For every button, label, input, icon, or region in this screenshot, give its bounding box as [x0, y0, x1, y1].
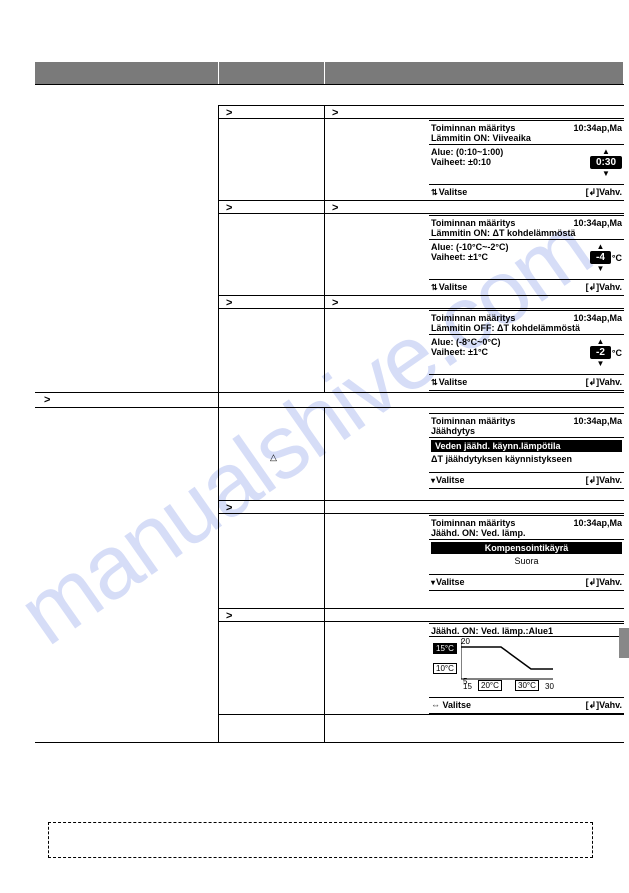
footer-confirm[interactable]: [↲]Vahv.: [586, 377, 622, 388]
panel-line: Vaiheet: ±1°C: [431, 252, 508, 262]
panel-selected[interactable]: Veden jäähd. käynn.lämpötila: [431, 440, 622, 452]
chevron-icon: >: [226, 610, 232, 622]
unit: °C: [612, 253, 622, 263]
note-box: [48, 822, 593, 858]
chevron-icon: >: [332, 297, 338, 309]
panel-line: Alue: (-10°C~-2°C): [431, 242, 508, 252]
panel-title: Toiminnan määritys: [431, 416, 515, 426]
chart-svg: [461, 639, 556, 685]
footer-select[interactable]: Valitse: [439, 282, 468, 292]
lcd-panel: Toiminnan määritys 10:34ap,Ma Lämmitin ON…: [429, 215, 624, 296]
panel-time: 10:34ap,Ma: [573, 416, 622, 426]
panel-line: Alue: (0:10~1:00): [431, 147, 503, 157]
panel-title: Toiminnan määritys: [431, 123, 515, 133]
chart-xlabel: 30: [545, 682, 554, 691]
chart-ybox[interactable]: 10°C: [433, 663, 457, 674]
footer-select[interactable]: Valitse: [439, 377, 468, 387]
chart-xlabel: 15: [463, 682, 472, 691]
chevron-icon: >: [226, 202, 232, 214]
chart-xbox[interactable]: 30°C: [515, 680, 539, 691]
panel-line: Suora: [429, 556, 624, 574]
chart-ybox[interactable]: 15°C: [433, 643, 457, 654]
chevron-icon: >: [226, 502, 232, 514]
footer-select[interactable]: Valitse: [439, 187, 468, 197]
chart-xbox[interactable]: 20°C: [478, 680, 502, 691]
footer-select[interactable]: Valitse: [443, 700, 472, 710]
footer-confirm[interactable]: [↲]Vahv.: [586, 700, 622, 711]
comp-curve-chart: 20 15°C 10°C 5 15 20°C 30°C 30: [433, 639, 553, 689]
panel-line: Jäähdytys: [429, 426, 624, 438]
panel-title: Toiminnan määritys: [431, 313, 515, 323]
footer-confirm[interactable]: [↲]Vahv.: [586, 282, 622, 293]
panel-time: 10:34ap,Ma: [573, 313, 622, 323]
panel-line: Jäähd. ON: Ved. lämp.: [429, 528, 624, 540]
lcd-panel: Toiminnan määritys 10:34ap,Ma Jäähd. ON: …: [429, 515, 624, 591]
chevron-icon: >: [226, 107, 232, 119]
panel-line: Lämmitin ON: ΔT kohdelämmöstä: [429, 228, 624, 240]
table-header: [35, 62, 623, 84]
panel-line: Lämmitin ON: Viiveaika: [429, 133, 624, 145]
panel-time: 10:34ap,Ma: [573, 123, 622, 133]
panel-title: Jäähd. ON: Ved. lämp.:Alue1: [431, 626, 553, 636]
lcd-panel: Toiminnan määritys 10:34ap,Ma Lämmitin ON…: [429, 120, 624, 201]
footer-confirm[interactable]: [↲]Vahv.: [586, 187, 622, 198]
lcd-panel: Toiminnan määritys 10:34ap,Ma Lämmitin OF…: [429, 310, 624, 391]
footer-confirm[interactable]: [↲]Vahv.: [586, 475, 622, 486]
page-tab: [619, 628, 629, 658]
panel-line: Alue: (-8°C~0°C): [431, 337, 500, 347]
chevron-icon: >: [44, 394, 50, 406]
chevron-icon: >: [332, 202, 338, 214]
panel-time: 10:34ap,Ma: [573, 218, 622, 228]
panel-line: Vaiheet: ±0:10: [431, 157, 503, 167]
value-pill[interactable]: -2: [590, 346, 611, 359]
value-pill[interactable]: 0:30: [590, 156, 622, 169]
panel-time: 10:34ap,Ma: [573, 518, 622, 528]
value-pill[interactable]: -4: [590, 251, 611, 264]
panel-title: Toiminnan määritys: [431, 218, 515, 228]
panel-selected[interactable]: Kompensointikäyrä: [431, 542, 622, 554]
footer-confirm[interactable]: [↲]Vahv.: [586, 577, 622, 588]
footer-select[interactable]: Valitse: [436, 475, 465, 485]
chevron-icon: >: [332, 107, 338, 119]
panel-line: Lämmitin OFF: ΔT kohdelämmöstä: [429, 323, 624, 335]
panel-title: Toiminnan määritys: [431, 518, 515, 528]
unit: °C: [612, 348, 622, 358]
chevron-icon: >: [226, 297, 232, 309]
panel-line: Vaiheet: ±1°C: [431, 347, 500, 357]
panel-line: ΔT jäähdytyksen käynnistykseen: [429, 454, 624, 472]
triangle-icon: △: [270, 452, 277, 463]
nav-icon: ⇔: [431, 700, 440, 710]
lcd-panel: Toiminnan määritys 10:34ap,Ma Jäähdytys V…: [429, 413, 624, 489]
footer-select[interactable]: Valitse: [436, 577, 465, 587]
lcd-panel: Jäähd. ON: Ved. lämp.:Alue1 20 15°C 10°C…: [429, 623, 624, 714]
